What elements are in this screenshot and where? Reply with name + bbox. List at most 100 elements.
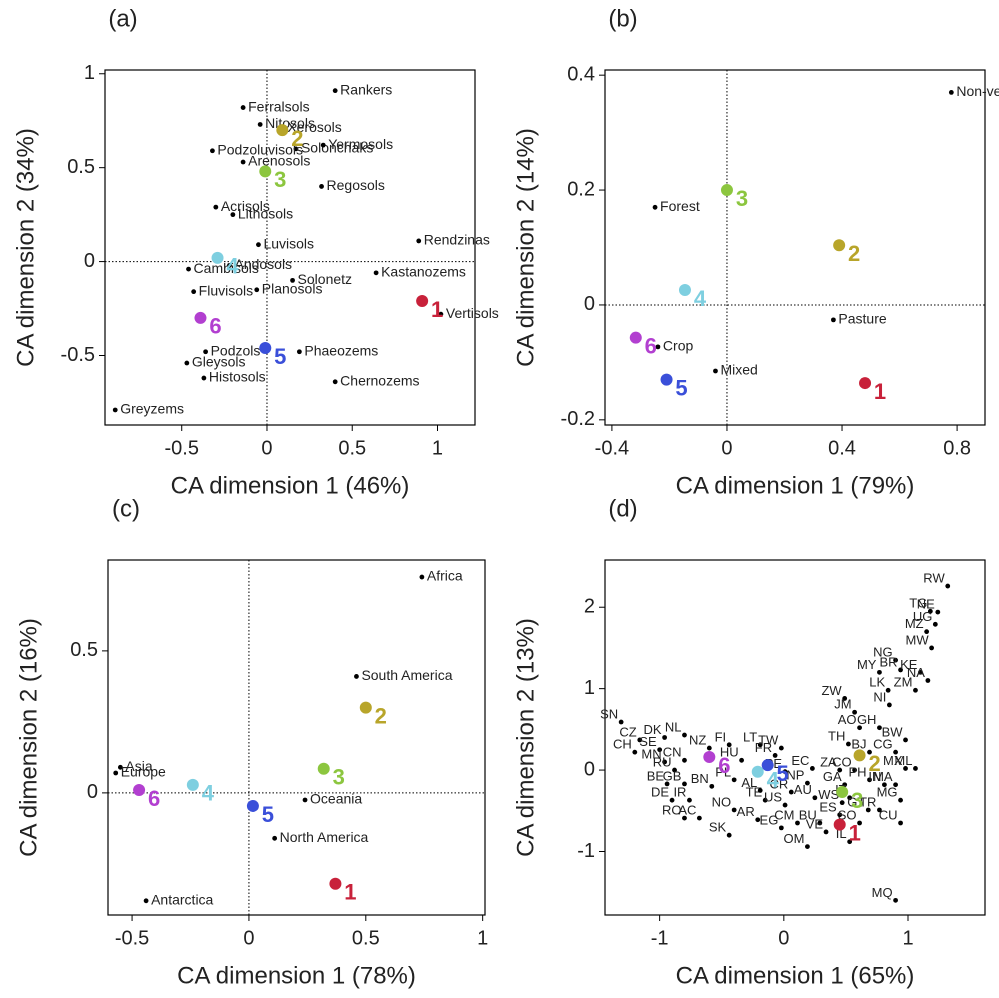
point-label: TH [828,728,845,743]
point [210,148,215,154]
panel-label: (a) [108,5,137,32]
point-label: MX [883,753,903,768]
cluster-label: 5 [274,344,286,369]
point-label: EC [791,753,809,768]
point [925,678,931,683]
point-label: IL [836,826,847,841]
point [927,608,933,614]
point-label: Histosols [209,369,266,385]
panel-label: (b) [608,5,637,32]
x-tick-label: 0 [778,927,789,949]
point-label: Antarctica [151,892,213,908]
cluster-label: 1 [344,880,356,905]
point-label: RW [923,570,945,585]
y-tick-label: 1 [584,677,595,699]
point [762,797,768,803]
point [837,812,843,818]
point-label: ZM [894,675,913,690]
point-label: Fluvisols [199,282,253,298]
y-tick-label: -1 [577,840,595,862]
point-label: GH [857,712,877,727]
y-axis-label: CA dimension 2 (16%) [15,618,42,857]
point [948,90,954,95]
point [857,820,862,826]
cluster-label: 6 [148,786,160,811]
point-label: IR [673,785,686,800]
point-label: AO [838,712,857,727]
point-label: ZW [821,683,842,698]
x-tick-label: -0.5 [164,437,198,459]
point [254,287,260,293]
point [706,745,712,751]
point-label: Podzoluvisols [217,141,303,157]
point [837,767,843,773]
point [186,266,191,272]
point [945,583,951,589]
point-label: MZ [905,616,924,631]
point [687,797,692,803]
point [682,815,687,821]
point [782,769,788,775]
point [203,349,208,355]
cluster-label: 4 [226,254,239,279]
point-label: Regosols [327,177,385,193]
point [918,669,923,675]
point-label: SK [709,820,727,835]
cluster-label: 2 [868,751,880,776]
point [924,629,930,635]
point-label: RO [662,803,682,818]
point-label: BJ [851,737,866,752]
point [682,781,687,787]
point-label: UG [913,609,933,624]
point [373,270,379,276]
x-axis-label: CA dimension 1 (78%) [177,962,416,989]
y-tick-label: 0 [584,293,595,315]
point-label: Asia [125,758,152,774]
cluster-point [276,124,289,137]
point-label: Kastanozems [381,264,466,280]
point [726,832,732,838]
cluster-label: 2 [848,241,860,266]
cluster-label: 6 [209,314,221,339]
point [354,674,359,679]
point [893,749,898,755]
point [227,262,232,268]
point-label: Gleysols [192,354,246,370]
point [672,767,677,773]
point [191,289,197,295]
point-label: Non-vegetated [956,83,999,99]
point [731,777,737,783]
point [696,815,702,821]
point-label: AR [737,804,755,819]
point-label: Vertisols [446,305,499,321]
point-label: HU [720,745,739,760]
y-axis-label: CA dimension 2 (14%) [512,128,539,367]
point [302,797,308,803]
point [713,368,718,374]
point [935,609,941,615]
point [795,820,800,826]
x-tick-label: 0.8 [943,437,971,459]
cluster-label: 5 [777,761,789,786]
point-label: Europe [121,764,166,780]
x-axis-label: CA dimension 1 (79%) [676,472,915,499]
point [842,782,848,788]
cluster-point [211,251,224,264]
point [857,725,862,731]
point [682,757,687,763]
point [757,788,763,793]
point [332,88,338,94]
point-label: SN [600,706,618,721]
point-label: Forest [660,198,700,214]
y-tick-label: 1 [84,62,95,84]
cluster-point [859,377,872,390]
x-tick-label: 0 [243,927,254,949]
cluster-label: 2 [291,126,303,151]
point [782,802,788,808]
cluster-point [720,184,733,197]
point-label: BN [691,771,709,786]
point-label: KE [900,657,918,672]
point-label: BE [647,768,665,783]
point-label: Pasture [838,311,886,327]
point [662,735,668,740]
